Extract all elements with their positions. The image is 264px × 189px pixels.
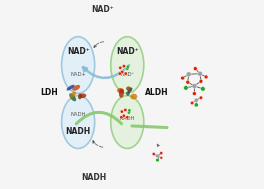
Ellipse shape [111, 96, 144, 149]
Circle shape [122, 65, 125, 68]
Circle shape [160, 152, 163, 155]
Circle shape [120, 110, 124, 113]
Text: ALDH: ALDH [145, 88, 169, 97]
Circle shape [201, 87, 205, 91]
Text: NAD⁺: NAD⁺ [91, 5, 114, 14]
Ellipse shape [126, 91, 130, 96]
FancyArrowPatch shape [132, 126, 167, 128]
Circle shape [119, 66, 122, 69]
Circle shape [127, 111, 130, 114]
Circle shape [128, 109, 131, 112]
Circle shape [124, 108, 127, 112]
Circle shape [199, 79, 203, 83]
Text: NAD⁺: NAD⁺ [116, 47, 139, 56]
Circle shape [155, 154, 159, 158]
Ellipse shape [69, 93, 76, 101]
Ellipse shape [62, 37, 95, 93]
Ellipse shape [128, 88, 133, 93]
Ellipse shape [67, 85, 74, 91]
Circle shape [197, 71, 202, 76]
Circle shape [121, 70, 124, 74]
Text: NADH: NADH [82, 173, 107, 182]
Circle shape [126, 65, 130, 68]
Ellipse shape [126, 87, 132, 91]
Text: NAD⁺: NAD⁺ [67, 47, 89, 56]
Circle shape [156, 158, 159, 162]
Circle shape [124, 72, 128, 75]
Circle shape [199, 96, 203, 99]
Circle shape [120, 116, 123, 119]
Circle shape [181, 76, 185, 80]
Ellipse shape [79, 93, 86, 98]
FancyArrowPatch shape [83, 65, 129, 78]
Text: NAD⁺: NAD⁺ [120, 72, 134, 77]
Text: NAD+: NAD+ [70, 72, 86, 77]
Circle shape [118, 72, 121, 75]
Circle shape [192, 92, 196, 95]
Circle shape [183, 86, 188, 90]
Circle shape [186, 72, 191, 77]
Circle shape [152, 153, 155, 156]
Text: LDH: LDH [41, 88, 58, 97]
FancyArrowPatch shape [93, 141, 103, 147]
Text: NADH: NADH [120, 116, 135, 121]
Circle shape [122, 114, 125, 117]
Circle shape [194, 98, 198, 102]
Circle shape [192, 84, 197, 88]
FancyArrowPatch shape [157, 144, 159, 147]
Text: NADH: NADH [70, 112, 86, 117]
Ellipse shape [78, 93, 82, 99]
Ellipse shape [117, 88, 124, 93]
Circle shape [160, 156, 163, 159]
Circle shape [204, 75, 208, 79]
Circle shape [126, 67, 129, 70]
Circle shape [194, 67, 197, 70]
Ellipse shape [62, 96, 95, 149]
Ellipse shape [111, 37, 144, 93]
Circle shape [190, 101, 194, 105]
Ellipse shape [72, 85, 80, 91]
FancyArrowPatch shape [76, 112, 122, 124]
Circle shape [126, 116, 129, 119]
Circle shape [194, 103, 198, 107]
FancyArrowPatch shape [94, 42, 104, 48]
Ellipse shape [119, 89, 124, 98]
Text: NADH: NADH [65, 127, 91, 136]
Ellipse shape [70, 91, 76, 98]
Circle shape [186, 80, 190, 84]
Ellipse shape [130, 94, 137, 99]
